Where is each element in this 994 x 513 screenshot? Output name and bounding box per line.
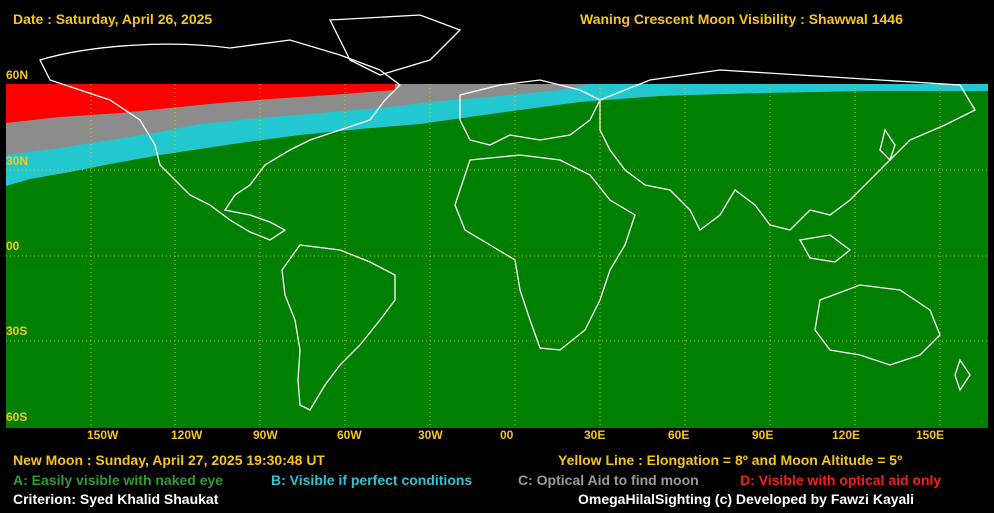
lon-label-150e: 150E xyxy=(916,428,945,442)
lon-label-120e: 120E xyxy=(832,428,861,442)
lat-label-30n: 30N xyxy=(6,154,29,168)
lon-label-00: 00 xyxy=(500,428,514,442)
lon-label-150w: 150W xyxy=(87,428,119,442)
legend-c: C: Optical Aid to find moon xyxy=(518,472,699,488)
lon-label-30w: 30W xyxy=(418,428,443,442)
lat-label-equator: 00 xyxy=(6,239,20,253)
criterion-label: Criterion: Syed Khalid Shaukat xyxy=(13,491,219,507)
lat-label-60n: 60N xyxy=(6,68,29,82)
credit-label: OmegaHilalSighting (c) Developed by Fawz… xyxy=(578,491,915,507)
lon-label-90w: 90W xyxy=(253,428,278,442)
legend-a: A: Easily visible with naked eye xyxy=(13,472,224,488)
lon-label-90e: 90E xyxy=(752,428,774,442)
map-title: Waning Crescent Moon Visibility : Shawwa… xyxy=(580,11,903,27)
lon-label-60w: 60W xyxy=(337,428,362,442)
legend-d: D: Visible with optical aid only xyxy=(740,472,942,488)
lon-label-30e: 30E xyxy=(584,428,606,442)
date-label: Date : Saturday, April 26, 2025 xyxy=(13,11,213,27)
lat-label-30s: 30S xyxy=(6,324,28,338)
zone-d-area xyxy=(6,84,395,123)
new-moon-label: New Moon : Sunday, April 27, 2025 19:30:… xyxy=(13,452,325,468)
lon-label-60e: 60E xyxy=(668,428,690,442)
grid-lines xyxy=(6,84,988,428)
lat-label-60s: 60S xyxy=(6,410,28,424)
legend-b: B: Visible if perfect conditions xyxy=(271,472,473,488)
yellow-line-note: Yellow Line : Elongation = 8º and Moon A… xyxy=(558,452,903,468)
lon-label-120w: 120W xyxy=(171,428,203,442)
